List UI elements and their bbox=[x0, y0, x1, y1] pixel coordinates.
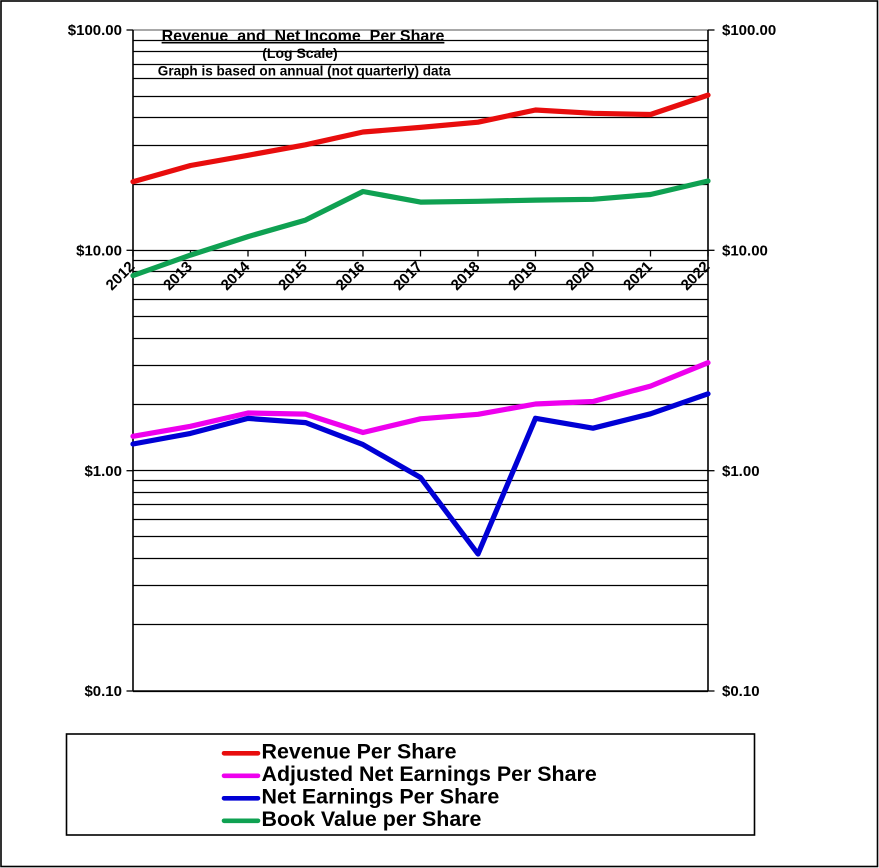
svg-text:Adjusted Net Earnings Per Shar: Adjusted Net Earnings Per Share bbox=[262, 762, 597, 786]
svg-text:$0.10: $0.10 bbox=[84, 683, 122, 700]
svg-text:Book Value per Share: Book Value per Share bbox=[262, 807, 482, 831]
svg-text:$100.00: $100.00 bbox=[68, 22, 122, 39]
svg-text:Revenue and Net Income Per: Revenue and Net Income Per Share bbox=[162, 28, 445, 45]
svg-text:(Log Scale): (Log Scale) bbox=[262, 45, 337, 61]
svg-text:$1.00: $1.00 bbox=[722, 463, 760, 480]
svg-text:Net Earnings Per Share: Net Earnings Per Share bbox=[262, 785, 500, 809]
svg-text:$1.00: $1.00 bbox=[84, 463, 122, 480]
svg-text:$10.00: $10.00 bbox=[76, 243, 122, 260]
svg-text:Revenue Per Share: Revenue Per Share bbox=[262, 740, 457, 764]
svg-text:$0.10: $0.10 bbox=[722, 683, 760, 700]
svg-text:$10.00: $10.00 bbox=[722, 243, 768, 260]
svg-text:$100.00: $100.00 bbox=[722, 22, 776, 39]
svg-text:Graph is based on annual (not: Graph is based on annual (not quarterly)… bbox=[158, 64, 451, 79]
